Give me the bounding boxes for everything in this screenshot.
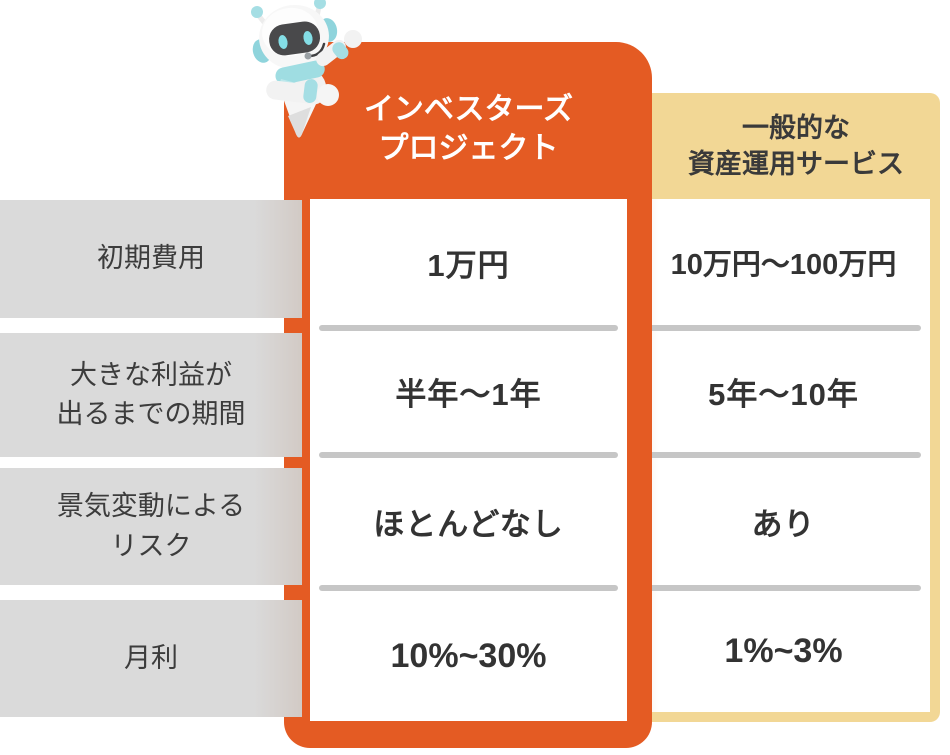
row-divider: [646, 585, 921, 591]
header-line: プロジェクト: [378, 131, 559, 165]
row-label-text: 月利: [124, 642, 178, 673]
header-line: 資産運用サービス: [688, 149, 904, 179]
general-service-column: 一般的な 資産運用サービス 10万円〜100万円 5年〜10年 あり 1%~3%: [634, 93, 940, 722]
row-label-economic-risk: 景気変動による リスク: [0, 468, 302, 585]
row-divider: [646, 452, 921, 458]
general-service-header: 一般的な 資産運用サービス: [634, 93, 940, 199]
investors-header: インベスターズ プロジェクト: [310, 42, 627, 199]
row-label-text: 出るまでの期間: [56, 399, 246, 429]
value-investors-monthly-rate: 10%~30%: [390, 636, 547, 675]
row-label-text: リスク: [110, 530, 192, 561]
header-line: 一般的な: [742, 112, 850, 143]
row-divider: [319, 325, 618, 331]
general-service-values: 10万円〜100万円 5年〜10年 あり 1%~3%: [637, 199, 930, 712]
row-divider: [319, 452, 618, 458]
value-investors-profit-period: 半年〜1年: [395, 377, 542, 412]
investors-values: 1万円 半年〜1年 ほとんどなし 10%~30%: [310, 199, 627, 721]
value-general-profit-period: 5年〜10年: [708, 377, 859, 412]
row-label-monthly-rate: 月利: [0, 600, 302, 717]
row-label-text: 景気変動による: [56, 491, 246, 522]
header-line: インベスターズ: [363, 92, 574, 126]
row-label-profit-period: 大きな利益が 出るまでの期間: [0, 333, 302, 457]
row-label-initial-cost: 初期費用: [0, 200, 302, 318]
row-divider: [319, 585, 618, 591]
row-label-text: 初期費用: [97, 243, 205, 274]
value-investors-economic-risk: ほとんどなし: [373, 507, 564, 542]
value-investors-initial-cost: 1万円: [427, 247, 510, 283]
investors-column: インベスターズ プロジェクト 1万円 半年〜1年 ほとんどなし 10%~30%: [284, 42, 652, 748]
value-general-monthly-rate: 1%~3%: [724, 632, 843, 670]
row-divider: [646, 325, 921, 331]
row-label-text: 大きな利益が: [70, 359, 232, 390]
value-general-initial-cost: 10万円〜100万円: [670, 249, 897, 281]
value-general-economic-risk: あり: [751, 507, 816, 542]
